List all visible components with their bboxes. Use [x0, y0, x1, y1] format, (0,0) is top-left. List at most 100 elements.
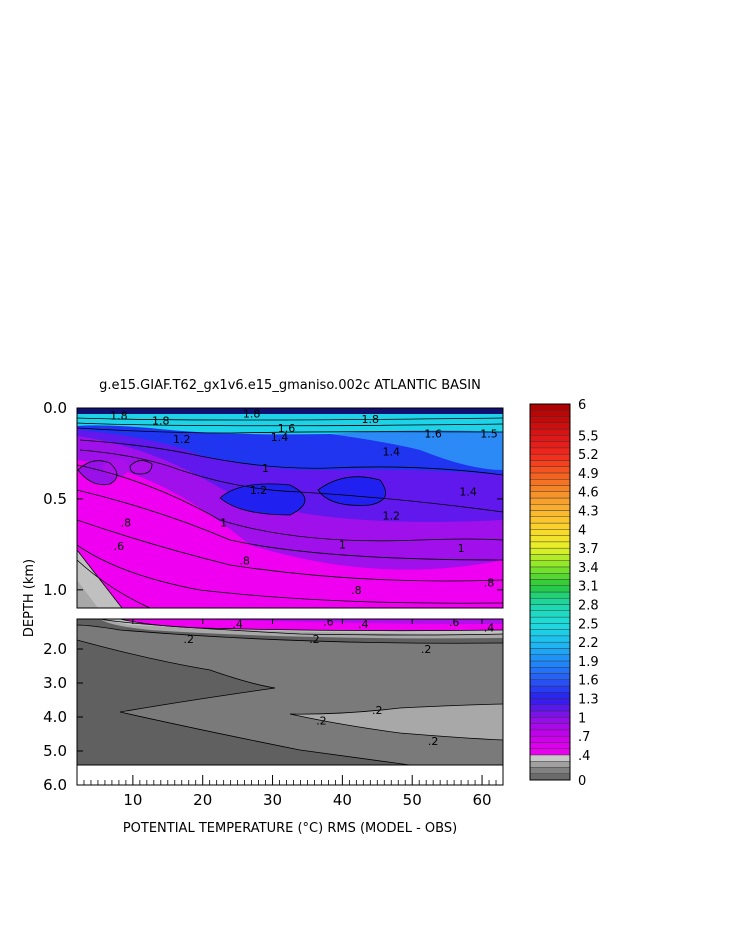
lower-panel-field: .6 .6 .4 .4 .4 .2 .2 .2 .2 .2 .2: [77, 615, 503, 785]
colorbar-swatch: [529, 754, 571, 762]
field-gray-dark: [77, 580, 98, 608]
contour-label: 1.6: [424, 427, 442, 440]
colorbar-swatch: [529, 641, 571, 649]
contour-label: 1: [458, 542, 465, 555]
colorbar-swatch: [529, 667, 571, 674]
contour-label: .6: [449, 616, 460, 629]
field-cyan: [77, 408, 503, 435]
field-blue-core-1: [220, 483, 305, 515]
colorbar-swatch: [529, 704, 571, 712]
contour-label: .8: [121, 517, 132, 530]
contour-label: .2: [372, 704, 383, 717]
colorbar-swatch: [529, 504, 571, 511]
colorbar-swatch: [529, 479, 571, 486]
contour-label: 1.2: [173, 433, 191, 446]
contour-label: 1.4: [271, 431, 289, 444]
x-tick-label: 40: [333, 791, 352, 809]
colorbar-swatch: [529, 629, 571, 637]
colorbar-swatch: [529, 692, 571, 699]
lower-panel: .6 .6 .4 .4 .4 .2 .2 .2 .2 .2 .2: [76, 615, 504, 786]
chart-title: g.e15.GIAF.T62_gx1v6.e15_gmaniso.002c AT…: [99, 378, 481, 393]
colorbar-label: .4: [578, 749, 590, 764]
contour-label: .2: [183, 633, 194, 646]
contour-label: .2: [316, 714, 327, 727]
field-surface: [77, 408, 503, 414]
y-tick-label: 1.0: [43, 581, 67, 599]
contour-label: .8: [351, 584, 362, 597]
colorbar-swatch: [529, 491, 571, 499]
colorbar-label: 3.7: [578, 542, 599, 557]
contour-labels-upper: 1.8 1.81.8 1.81.6 1.6 1.51.41.41.41.21.21.21…: [110, 407, 498, 597]
contour-label: 1.8: [362, 413, 380, 426]
colorbar-swatch: [529, 679, 571, 687]
colorbar-label: .7: [578, 730, 590, 745]
x-tick-label: 30: [263, 791, 282, 809]
colorbar-swatch: [529, 579, 571, 586]
colorbar-swatch: [529, 742, 571, 749]
contour-label: .4: [232, 618, 243, 631]
x-tick-label: 20: [193, 791, 212, 809]
contours-lower: [77, 619, 503, 766]
colorbar-swatch: [529, 453, 571, 461]
colorbar: 6 5.5 5.2 4.9 4.6 4.3 4 3.7 3.4 3.1 2.8 2.5 2.2 1.9 1.…: [529, 398, 599, 789]
colorbar-label: 1.6: [578, 674, 599, 689]
upper-panel-field: 1.8 1.81.8 1.81.6 1.6 1.51.41.41.41.21.21.21…: [77, 407, 503, 608]
contour-label: 1.2: [250, 484, 268, 497]
contour-label: 1: [262, 462, 269, 475]
colorbar-label: 1: [578, 711, 586, 726]
colorbar-swatch: [529, 510, 571, 517]
colorbar-swatch: [529, 598, 571, 605]
upper-panel-frame: [76, 407, 504, 609]
colorbar-label: 3.1: [578, 580, 599, 595]
contour-label: 1.8: [110, 409, 128, 422]
colorbar-label: 2.2: [578, 636, 599, 651]
colorbar-swatch: [529, 522, 571, 530]
contour-label: 1.5: [480, 427, 498, 440]
colorbar-swatch: [529, 554, 571, 561]
colorbar-swatch: [529, 416, 571, 423]
colorbar-swatch: [529, 566, 571, 574]
y-tick-label: 0.5: [43, 490, 67, 508]
contour-label: .2: [421, 643, 432, 656]
colorbar-swatch: [529, 466, 571, 474]
y-axis-label: DEPTH (km): [22, 559, 37, 637]
colorbar-label: 4.3: [578, 505, 599, 520]
x-tick-label: 60: [473, 791, 492, 809]
contour-label: .4: [484, 621, 495, 634]
colorbar-swatch: [529, 585, 571, 593]
y-tick-label: 3.0: [43, 674, 67, 692]
colorbar-swatch: [529, 604, 571, 611]
contour-label: 1.4: [459, 486, 477, 499]
colorbar-swatch: [529, 616, 571, 624]
field-purple-lower: [200, 619, 503, 624]
contour-label: .2: [309, 633, 320, 646]
colorbar-swatch: [529, 685, 571, 693]
colorbar-swatch: [529, 767, 571, 774]
colorbar-swatch: [529, 673, 571, 680]
colorbar-label: 2.8: [578, 599, 599, 614]
colorbar-label: 5.2: [578, 448, 599, 463]
colorbar-label: 2.5: [578, 617, 599, 632]
colorbar-swatch: [529, 516, 571, 524]
colorbar-swatch: [529, 635, 571, 643]
colorbar-swatch: [529, 748, 571, 756]
contour-label: 1.2: [383, 509, 401, 522]
colorbar-swatch: [529, 717, 571, 724]
lower-panel-frame: [76, 618, 504, 786]
contour-label: .6: [323, 615, 334, 628]
y-tick-label: 0.0: [43, 399, 67, 417]
contour-label: 1.8: [243, 407, 261, 420]
colorbar-swatch: [529, 472, 571, 480]
y-tick-label: 6.0: [43, 776, 67, 794]
colorbar-swatch: [529, 460, 571, 467]
colorbar-swatch: [529, 447, 571, 455]
colorbar-swatch: [529, 698, 571, 705]
colorbar-frame: [529, 403, 571, 781]
colorbar-swatch: [529, 710, 571, 718]
field-purple-blob-3: [130, 460, 152, 474]
colorbar-swatch: [529, 591, 571, 599]
x-axis: 10 20 30 40 50 60: [83, 619, 497, 809]
x-tick-label: 10: [123, 791, 142, 809]
colorbar-swatch: [529, 623, 571, 630]
